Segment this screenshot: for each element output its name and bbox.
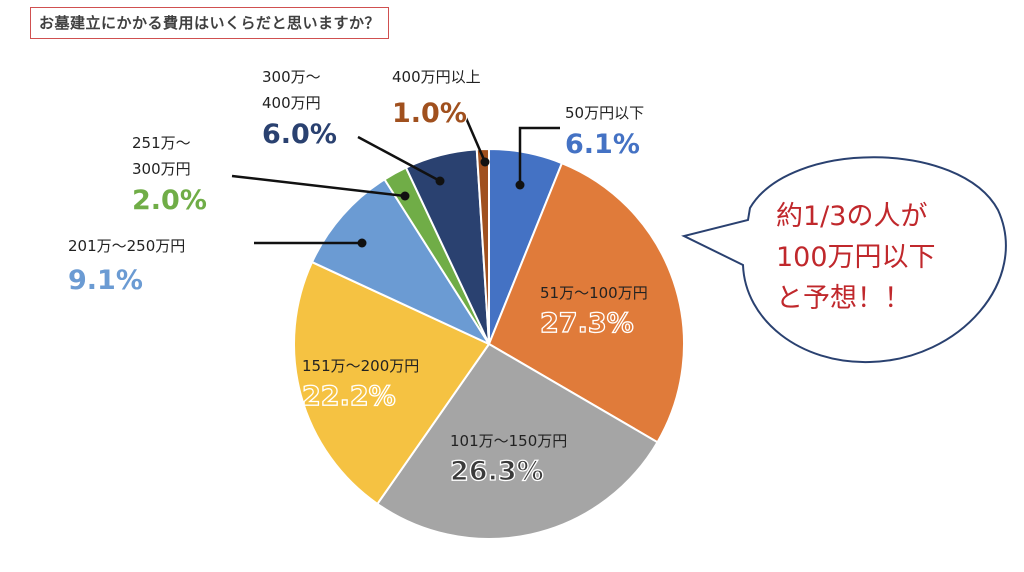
slice-label-6-line-1: 400万円 <box>262 94 321 112</box>
pie-slices <box>293 147 685 540</box>
leader-dot-5 <box>400 191 410 201</box>
leader-line-5 <box>231 174 406 198</box>
leader-dot-7 <box>480 157 490 167</box>
slice-label-7-line-0: 400万円以上 <box>392 68 481 86</box>
slice-label-5-line-1: 300万円 <box>132 160 191 178</box>
slice-label-0-line-0: 50万円以下 <box>565 104 644 122</box>
slice-value-7: 1.0% <box>392 98 467 129</box>
leader-lines <box>231 117 560 248</box>
slice-value-1: 27.3% <box>540 308 634 339</box>
leader-dot-4 <box>357 238 367 248</box>
slice-label-4-line-0: 201万～250万円 <box>68 237 185 255</box>
callout-line-3: と予想！！ <box>776 283 911 314</box>
slice-value-0: 6.1% <box>565 129 640 160</box>
slice-label-2-line-0: 101万～150万円 <box>450 432 567 450</box>
slice-value-3: 22.2% <box>302 381 396 412</box>
pie-slice-4 <box>310 177 492 347</box>
pie-slice-7 <box>475 147 490 345</box>
leader-line-6 <box>357 135 441 183</box>
slice-labels: 50万円以下 6.1% 51万～100万円 27.3% 101万～150万円 26.3% 1… <box>67 68 648 488</box>
slice-value-2: 26.3% <box>450 456 544 487</box>
slice-value-5: 2.0% <box>132 185 207 216</box>
speech-bubble-shape <box>681 156 1007 364</box>
callout-line-2: 100万円以下 <box>776 242 936 273</box>
pie-slice-1 <box>487 161 685 444</box>
leader-dot-0 <box>515 180 525 190</box>
leader-line-0 <box>518 126 560 185</box>
pie-slice-2 <box>375 342 659 540</box>
slice-value-6: 6.0% <box>262 119 337 150</box>
callout-line-1: 約1/3の人が <box>776 201 927 232</box>
slice-label-5-line-0: 251万～ <box>132 134 191 152</box>
leader-line-7 <box>464 117 487 163</box>
chart-title: お墓建立にかかる費用はいくらだと思いますか？ <box>30 7 390 39</box>
slice-label-1-line-0: 51万～100万円 <box>540 284 648 302</box>
leader-dot-6 <box>435 176 445 186</box>
slice-value-4: 9.1% <box>68 265 143 296</box>
slice-label-3-line-0: 151万～200万円 <box>302 357 419 375</box>
speech-bubble-callout: 約1/3の人が 100万円以下 と予想！！ <box>681 156 1007 364</box>
slice-label-6-line-0: 300万～ <box>262 68 321 86</box>
